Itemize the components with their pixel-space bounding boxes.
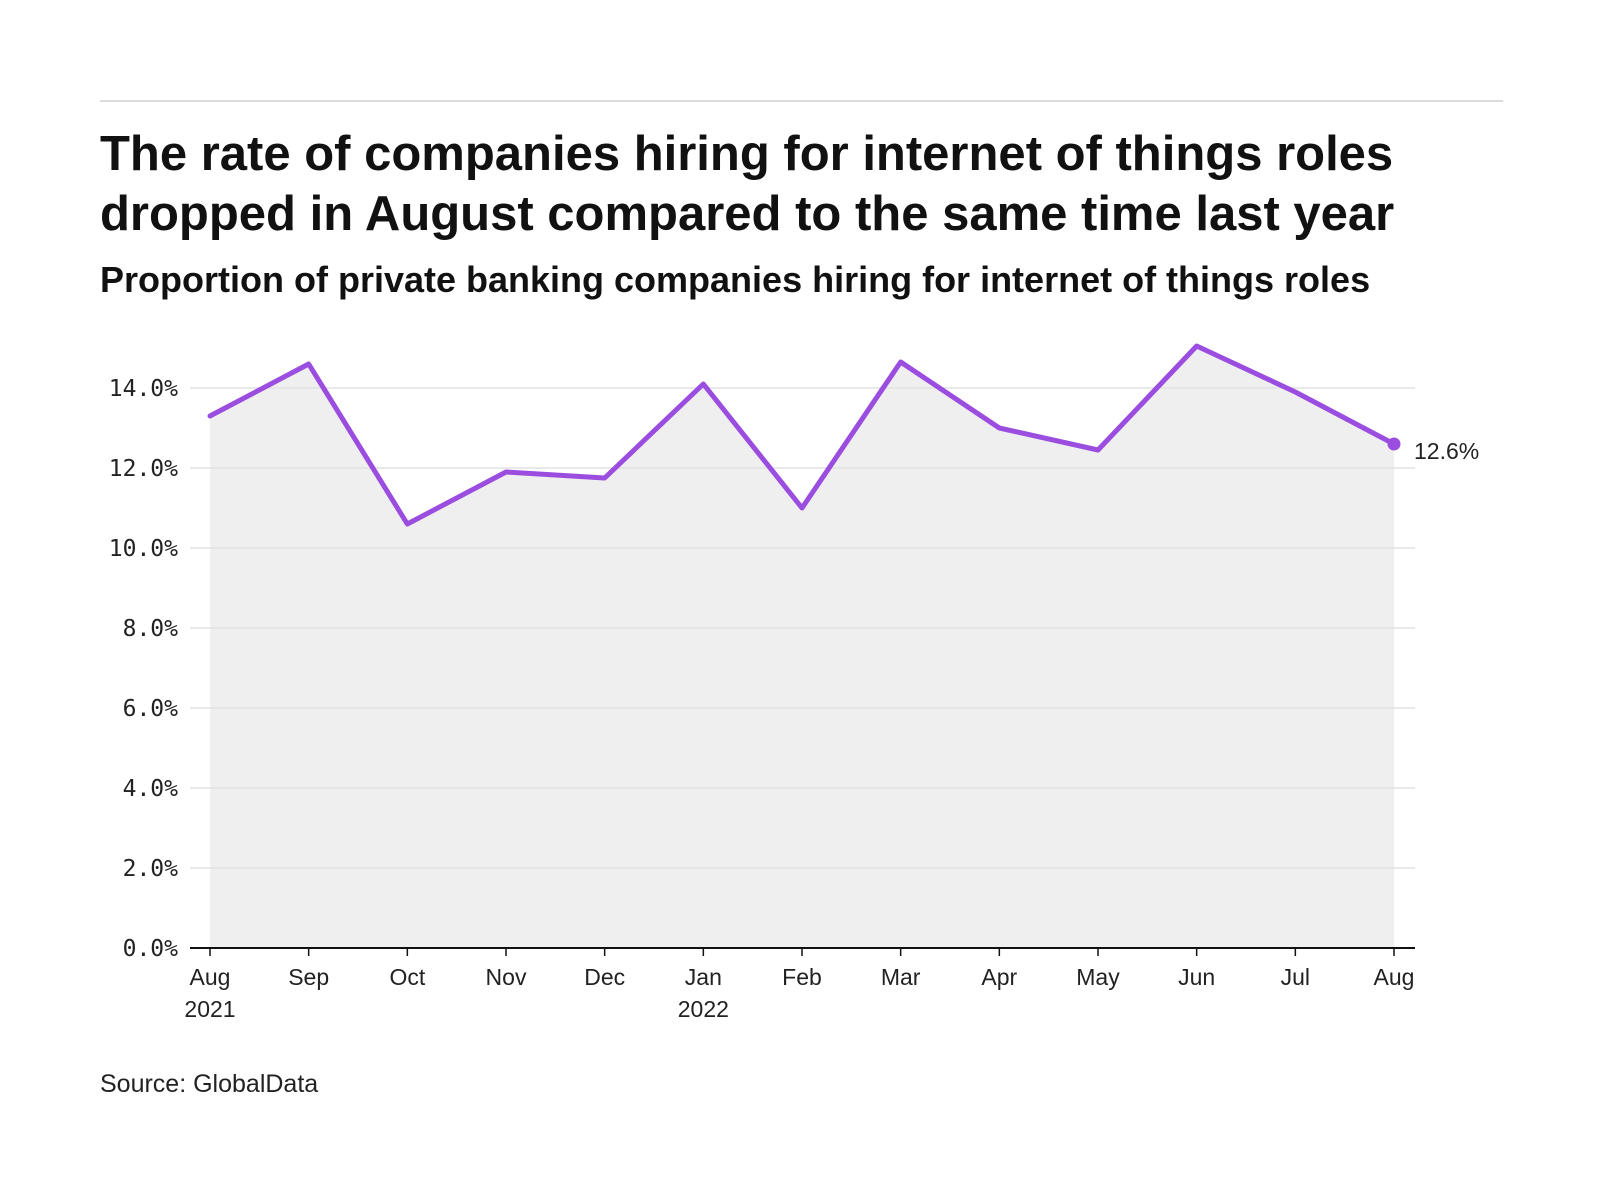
end-point-marker [1387, 437, 1401, 451]
x-tick-label: 2022 [678, 996, 729, 1022]
x-tick-label: Mar [881, 964, 921, 990]
x-tick-label: Jan [685, 964, 722, 990]
y-tick-label: 0.0% [123, 936, 179, 962]
series-line [207, 343, 1397, 527]
area-fill [210, 346, 1394, 948]
y-tick-label: 8.0% [123, 616, 179, 642]
x-tick-label: Dec [584, 964, 625, 990]
x-tick-label: Jul [1281, 964, 1310, 990]
x-tick-label: Aug [190, 964, 231, 990]
y-tick-label: 6.0% [123, 696, 179, 722]
x-tick-label: Oct [389, 964, 425, 990]
top-divider [100, 100, 1503, 102]
x-tick-label: Sep [288, 964, 329, 990]
x-tick-label: Apr [981, 964, 1017, 990]
end-value-label: 12.6% [1414, 438, 1479, 464]
x-tick-label: Jun [1178, 964, 1215, 990]
y-tick-label: 10.0% [109, 536, 178, 562]
x-tick-label: Nov [486, 964, 527, 990]
source-note: Source: GlobalData [100, 1070, 319, 1098]
chart-title: The rate of companies hiring for interne… [100, 127, 1395, 241]
chart-subtitle: Proportion of private banking companies … [100, 259, 1371, 300]
x-tick-label: Aug [1374, 964, 1415, 990]
y-tick-label: 14.0% [109, 376, 178, 402]
x-tick-label: Feb [782, 964, 822, 990]
y-tick-label: 12.0% [109, 456, 178, 482]
x-tick-label: 2021 [184, 996, 235, 1022]
y-tick-label: 2.0% [123, 856, 179, 882]
x-tick-label: May [1076, 964, 1120, 990]
y-tick-label: 4.0% [123, 776, 179, 802]
